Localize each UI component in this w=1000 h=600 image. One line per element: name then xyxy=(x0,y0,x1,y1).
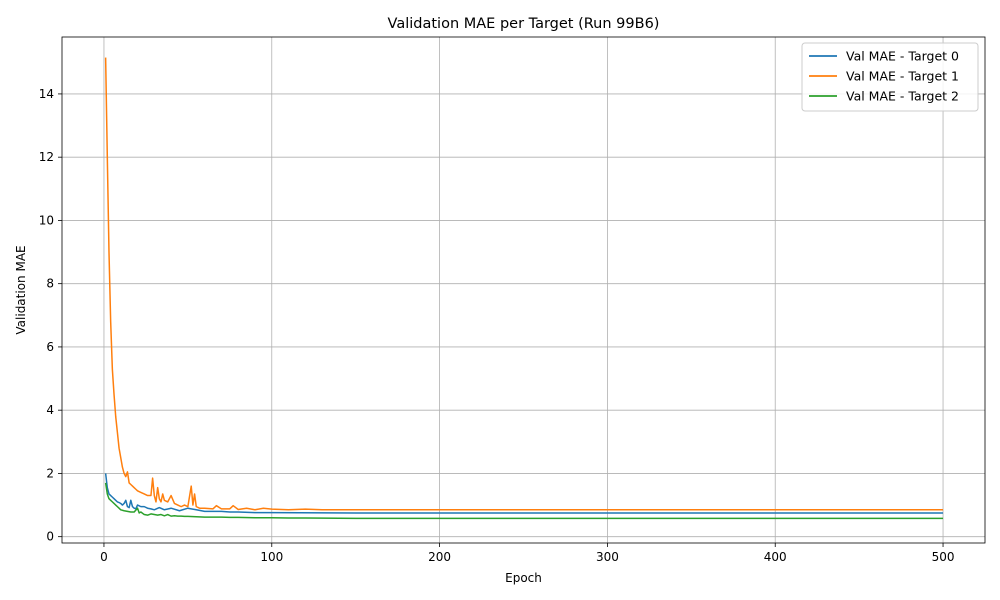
y-tick-label: 12 xyxy=(39,150,54,164)
chart-title: Validation MAE per Target (Run 99B6) xyxy=(388,16,660,32)
chart-legend: Val MAE - Target 0 Val MAE - Target 1 Val … xyxy=(802,43,978,111)
x-tick-label: 300 xyxy=(596,550,619,564)
legend-label-2: Val MAE - Target 2 xyxy=(846,89,959,104)
y-tick-label: 14 xyxy=(39,87,54,101)
plot-area-frame xyxy=(62,37,985,543)
x-axis-label: Epoch xyxy=(505,571,542,585)
y-tick-label: 6 xyxy=(46,340,54,354)
x-tick-label: 100 xyxy=(260,550,283,564)
series-lines xyxy=(106,58,943,519)
y-tick-label: 2 xyxy=(46,466,54,480)
y-axis-label: Validation MAE xyxy=(14,245,28,334)
grid-lines xyxy=(62,37,985,543)
y-tick-label: 0 xyxy=(46,530,54,544)
axis-ticks: 0 100 200 300 400 500 0 2 4 6 8 10 12 14 xyxy=(39,87,955,564)
y-tick-label: 10 xyxy=(39,213,54,227)
legend-label-1: Val MAE - Target 1 xyxy=(846,69,959,84)
y-tick-label: 8 xyxy=(46,277,54,291)
legend-label-0: Val MAE - Target 0 xyxy=(846,49,959,64)
y-tick-label: 4 xyxy=(46,403,54,417)
x-tick-label: 400 xyxy=(764,550,787,564)
x-tick-label: 0 xyxy=(100,550,108,564)
x-tick-label: 200 xyxy=(428,550,451,564)
x-tick-label: 500 xyxy=(932,550,955,564)
